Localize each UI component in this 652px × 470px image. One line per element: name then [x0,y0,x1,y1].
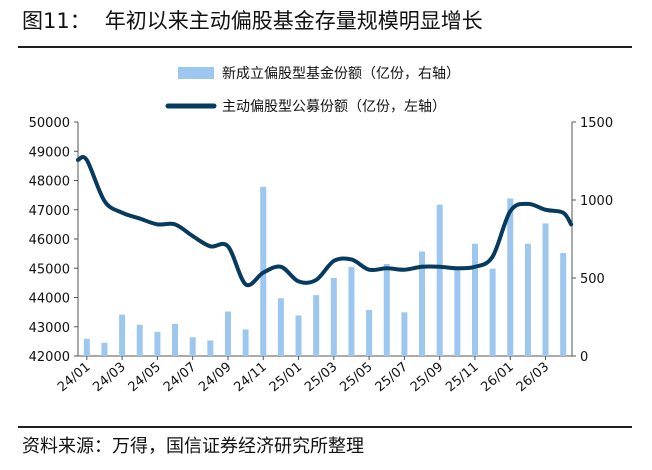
bar [348,267,355,356]
bar [383,263,390,356]
bar [524,243,531,356]
source-divider [18,426,632,428]
x-axis-tick-label: 25/09 [408,360,446,396]
right-axis-tick-label: 0 [580,350,588,365]
x-axis-tick-label: 24/09 [196,360,234,396]
right-axis-tick-label: 1500 [580,116,613,131]
x-axis-tick-label: 24/05 [126,360,164,396]
left-axis-tick-label: 45000 [29,262,70,277]
bar [224,311,231,356]
bar [471,243,478,356]
left-axis-tick-label: 48000 [29,175,70,190]
bar [189,337,196,356]
bar [401,312,408,356]
bar [154,331,161,356]
x-axis-tick-label: 25/07 [373,360,411,396]
left-axis-tick-label: 43000 [29,321,70,336]
x-axis-tick-label: 25/01 [267,360,305,396]
bar [560,253,567,356]
line-series-path [76,155,574,288]
title-divider [18,46,632,48]
figure-title-text: 年初以来主动偏股基金存量规模明显增长 [104,9,483,33]
bar [119,314,126,356]
bar [136,324,143,356]
line-series [76,155,574,288]
bar [542,223,549,356]
x-axis-tick-label: 26/03 [514,360,552,396]
bar [277,298,284,356]
bar [330,278,337,356]
source-note: 资料来源：万得，国信证券经济研究所整理 [22,436,364,457]
bar [366,309,373,356]
bar [83,338,90,356]
right-axis-tick-label: 1000 [580,194,613,209]
bar [489,268,496,356]
bar [207,340,214,356]
bar [436,204,443,356]
x-axis-tick-label: 25/03 [302,360,340,396]
bar [313,295,320,356]
left-axis-tick-label: 49000 [29,145,70,160]
left-axis-tick-label: 50000 [29,116,70,131]
legend: 新成立偏股型基金份额（亿份，右轴） 主动偏股型公募份额（亿份，左轴） [165,65,460,115]
x-axis-tick-label: 25/11 [443,360,481,396]
x-axis-tick-label: 24/07 [161,360,199,396]
figure-number: 图11： [22,9,91,33]
x-axis-tick-label: 26/01 [478,360,516,396]
x-axis-tick-label: 25/05 [337,360,375,396]
bar [295,315,302,356]
bar [101,342,108,356]
left-axis-tick-label: 46000 [29,233,70,248]
bar [172,324,179,356]
left-axis-tick-label: 42000 [29,350,70,365]
bar [454,268,461,356]
figure-title: 图11： 年初以来主动偏股基金存量规模明显增长 [22,6,483,36]
x-axis-tick-label: 24/11 [231,360,269,396]
bar [419,251,426,356]
legend-swatch-bar [178,67,214,79]
right-axis-tick-label: 500 [580,272,605,287]
bar [507,198,514,356]
x-axis-tick-label: 24/03 [90,360,128,396]
legend-label-line: 主动偏股型公募份额（亿份，左轴） [222,99,446,115]
bar [242,329,249,356]
left-axis-tick-label: 47000 [29,204,70,219]
left-axis-tick-label: 44000 [29,292,70,307]
legend-label-bar: 新成立偏股型基金份额（亿份，右轴） [222,65,460,82]
